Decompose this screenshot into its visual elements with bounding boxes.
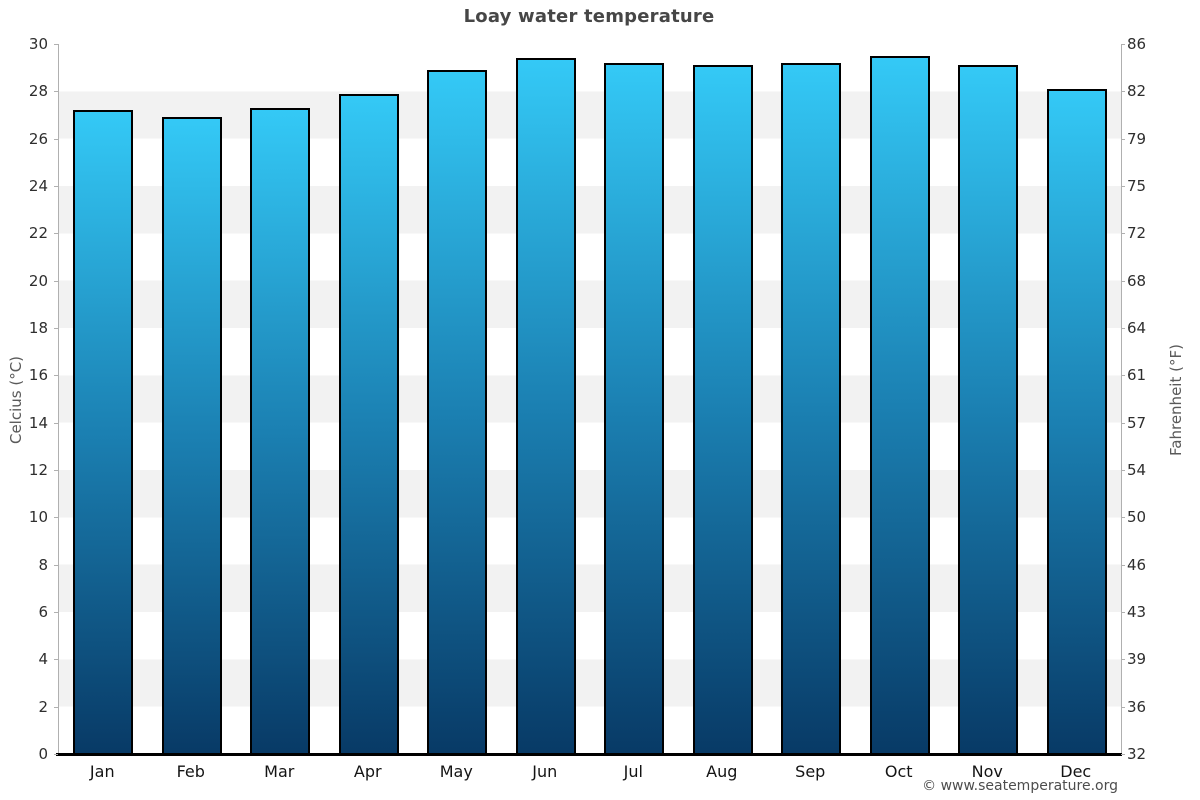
bar-jan [73, 110, 134, 754]
y-tick-fahrenheit-72: 72 [1127, 224, 1147, 243]
y-tick-mark-right [1121, 422, 1125, 424]
y-tick-fahrenheit-50: 50 [1127, 508, 1147, 527]
y-tick-fahrenheit-79: 79 [1127, 129, 1147, 148]
y-tick-celsius-4: 4 [38, 650, 48, 669]
bar-feb [161, 117, 222, 754]
y-tick-mark-left [54, 612, 58, 613]
x-axis-line [56, 753, 1122, 756]
y-tick-mark-right [1121, 233, 1125, 235]
y-axis-label-fahrenheit: Fahrenheit (°F) [1167, 344, 1185, 456]
y-tick-mark-right [1121, 659, 1125, 661]
y-tick-celsius-2: 2 [38, 697, 48, 716]
y-tick-mark-right [1121, 564, 1125, 566]
x-tick-label-aug: Aug [706, 762, 738, 781]
y-tick-mark-left [54, 706, 58, 708]
bar-may [427, 70, 488, 754]
bar-jun [515, 58, 576, 754]
y-tick-mark-left [54, 659, 58, 661]
y-tick-mark-right [1121, 517, 1125, 519]
y-tick-celsius-12: 12 [28, 461, 48, 479]
y-tick-mark-right [1121, 612, 1125, 613]
x-tick-label-mar: Mar [264, 762, 295, 781]
y-tick-fahrenheit-32: 32 [1127, 745, 1147, 763]
y-tick-celsius-22: 22 [28, 224, 48, 243]
y-tick-mark-right [1121, 280, 1125, 282]
x-tick-label-jul: Jul [623, 762, 643, 781]
y-tick-mark-left [54, 138, 58, 140]
y-tick-mark-right [1121, 375, 1125, 377]
y-tick-mark-left [54, 186, 58, 187]
bar-nov [958, 65, 1019, 754]
y-tick-celsius-14: 14 [28, 413, 48, 432]
x-tick-label-jan: Jan [89, 762, 115, 781]
y-tick-celsius-26: 26 [28, 129, 48, 148]
y-tick-fahrenheit-68: 68 [1127, 271, 1147, 290]
bar-jul [604, 62, 665, 754]
y-tick-mark-left [54, 375, 58, 377]
y-tick-fahrenheit-61: 61 [1127, 366, 1147, 385]
y-tick-fahrenheit-86: 86 [1127, 35, 1147, 53]
y-tick-mark-left [54, 233, 58, 235]
bar-oct [869, 55, 930, 754]
y-tick-fahrenheit-82: 82 [1127, 82, 1147, 101]
x-tick-label-feb: Feb [176, 762, 205, 781]
y-tick-celsius-28: 28 [28, 82, 48, 101]
y-tick-mark-left [54, 564, 58, 566]
y-tick-celsius-16: 16 [28, 366, 48, 385]
y-tick-mark-right [1121, 328, 1125, 329]
y-tick-celsius-30: 30 [28, 35, 48, 53]
y-tick-mark-left [54, 517, 58, 519]
y-tick-celsius-0: 0 [38, 745, 48, 763]
y-tick-mark-left [54, 422, 58, 424]
chart-title: Loay water temperature [463, 6, 715, 27]
y-tick-celsius-18: 18 [28, 319, 48, 337]
y-tick-fahrenheit-46: 46 [1127, 555, 1147, 574]
x-tick-label-apr: Apr [353, 762, 382, 781]
y-tick-mark-right [1121, 470, 1125, 471]
y-tick-celsius-20: 20 [28, 271, 48, 290]
x-tick-label-oct: Oct [884, 762, 913, 781]
y-tick-celsius-8: 8 [38, 555, 48, 574]
y-tick-fahrenheit-64: 64 [1127, 319, 1147, 337]
y-tick-mark-right [1121, 754, 1125, 755]
y-tick-fahrenheit-36: 36 [1127, 697, 1147, 716]
y-tick-mark-right [1121, 91, 1125, 93]
bar-sep [781, 62, 842, 754]
y-tick-fahrenheit-54: 54 [1127, 461, 1147, 479]
y-tick-celsius-24: 24 [28, 177, 48, 195]
y-tick-fahrenheit-43: 43 [1127, 603, 1147, 621]
bar-apr [338, 93, 399, 754]
y-tick-mark-left [54, 44, 58, 45]
x-tick-label-jun: Jun [532, 762, 558, 781]
y-tick-mark-left [54, 470, 58, 471]
bar-mar [250, 107, 311, 754]
bar-aug [692, 65, 753, 754]
x-tick-label-sep: Sep [795, 762, 826, 781]
y-tick-mark-right [1121, 706, 1125, 708]
y-tick-celsius-10: 10 [28, 508, 48, 527]
y-tick-mark-right [1121, 44, 1125, 45]
copyright-text: © www.seatemperature.org [922, 778, 1118, 794]
bar-dec [1046, 88, 1107, 754]
y-tick-mark-left [54, 328, 58, 329]
y-tick-mark-left [54, 280, 58, 282]
y-tick-celsius-6: 6 [38, 603, 48, 621]
x-tick-label-dec: Dec [1060, 762, 1092, 781]
y-tick-mark-right [1121, 138, 1125, 140]
y-tick-fahrenheit-39: 39 [1127, 650, 1147, 669]
x-tick-label-nov: Nov [971, 762, 1003, 781]
y-tick-mark-left [54, 91, 58, 93]
plot-area [58, 44, 1122, 754]
y-tick-fahrenheit-75: 75 [1127, 177, 1147, 195]
y-tick-fahrenheit-57: 57 [1127, 413, 1147, 432]
y-tick-mark-right [1121, 186, 1125, 187]
y-tick-mark-left [54, 754, 58, 755]
x-tick-label-may: May [439, 762, 473, 781]
